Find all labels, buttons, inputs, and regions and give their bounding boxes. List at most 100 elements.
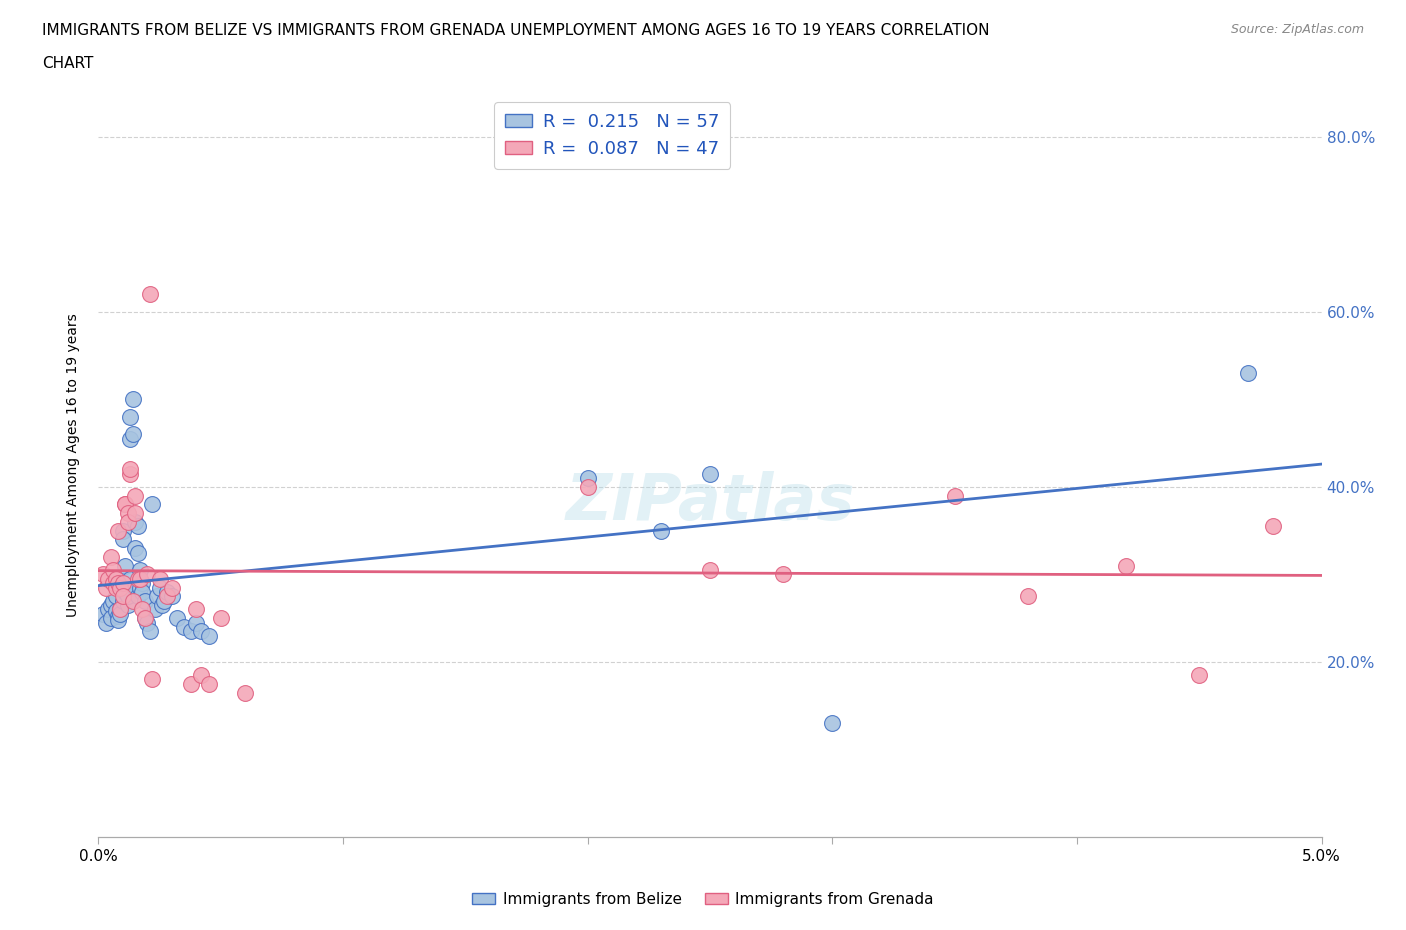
Point bbox=[139, 624, 162, 639]
Point bbox=[110, 606, 132, 621]
Point bbox=[127, 545, 149, 560]
Point bbox=[141, 672, 163, 687]
Point bbox=[190, 668, 212, 683]
Point bbox=[699, 563, 721, 578]
Point bbox=[131, 584, 153, 599]
Point bbox=[107, 524, 129, 538]
Point bbox=[104, 589, 127, 604]
Point bbox=[139, 286, 162, 301]
Point bbox=[124, 580, 146, 595]
Point bbox=[134, 611, 156, 626]
Point bbox=[127, 519, 149, 534]
Point bbox=[117, 506, 139, 521]
Point bbox=[699, 466, 721, 481]
Text: Source: ZipAtlas.com: Source: ZipAtlas.com bbox=[1230, 23, 1364, 36]
Point bbox=[156, 589, 179, 604]
Point bbox=[117, 589, 139, 604]
Point bbox=[94, 615, 117, 630]
Point bbox=[190, 624, 212, 639]
Point bbox=[124, 514, 146, 529]
Text: CHART: CHART bbox=[42, 56, 94, 71]
Point bbox=[117, 598, 139, 613]
Text: ZIPatlas: ZIPatlas bbox=[565, 472, 855, 533]
Point bbox=[101, 593, 124, 608]
Point bbox=[100, 598, 122, 613]
Point bbox=[91, 606, 114, 621]
Point bbox=[91, 567, 114, 582]
Point bbox=[114, 558, 136, 573]
Point bbox=[107, 576, 129, 591]
Point bbox=[131, 576, 153, 591]
Point bbox=[943, 488, 966, 503]
Point bbox=[650, 524, 672, 538]
Legend: Immigrants from Belize, Immigrants from Grenada: Immigrants from Belize, Immigrants from … bbox=[467, 886, 939, 913]
Point bbox=[111, 532, 134, 547]
Point bbox=[110, 602, 132, 617]
Point bbox=[136, 615, 159, 630]
Point bbox=[127, 589, 149, 604]
Point bbox=[1115, 558, 1137, 573]
Point bbox=[576, 480, 599, 495]
Point bbox=[134, 593, 156, 608]
Point bbox=[94, 580, 117, 595]
Point bbox=[180, 624, 202, 639]
Point bbox=[141, 497, 163, 512]
Point bbox=[120, 432, 142, 446]
Point bbox=[136, 567, 159, 582]
Point bbox=[107, 613, 129, 628]
Point bbox=[134, 611, 156, 626]
Point bbox=[110, 602, 132, 617]
Point bbox=[101, 563, 124, 578]
Point bbox=[166, 611, 188, 626]
Point bbox=[129, 563, 152, 578]
Point bbox=[186, 615, 208, 630]
Point bbox=[127, 571, 149, 586]
Point bbox=[111, 524, 134, 538]
Point bbox=[1261, 519, 1284, 534]
Point bbox=[150, 598, 173, 613]
Point bbox=[120, 571, 142, 586]
Point bbox=[104, 604, 127, 618]
Point bbox=[114, 584, 136, 599]
Point bbox=[124, 506, 146, 521]
Point bbox=[114, 497, 136, 512]
Point bbox=[1188, 668, 1211, 683]
Point bbox=[117, 514, 139, 529]
Point bbox=[100, 611, 122, 626]
Point bbox=[114, 497, 136, 512]
Point bbox=[233, 685, 256, 700]
Point bbox=[111, 576, 134, 591]
Point bbox=[97, 571, 120, 586]
Point bbox=[107, 609, 129, 624]
Point bbox=[156, 584, 179, 599]
Point bbox=[110, 580, 132, 595]
Point bbox=[821, 716, 844, 731]
Point bbox=[1017, 589, 1039, 604]
Point bbox=[180, 676, 202, 691]
Point bbox=[120, 462, 142, 477]
Point bbox=[101, 576, 124, 591]
Point bbox=[149, 571, 172, 586]
Point bbox=[120, 466, 142, 481]
Point bbox=[576, 471, 599, 485]
Point bbox=[97, 602, 120, 617]
Point bbox=[146, 589, 169, 604]
Point bbox=[1237, 365, 1260, 380]
Point bbox=[197, 676, 219, 691]
Point bbox=[160, 589, 183, 604]
Point bbox=[209, 611, 232, 626]
Point bbox=[100, 550, 122, 565]
Point bbox=[120, 409, 142, 424]
Point bbox=[197, 629, 219, 644]
Point bbox=[129, 580, 152, 595]
Point bbox=[186, 602, 208, 617]
Point bbox=[772, 567, 794, 582]
Point bbox=[104, 571, 127, 586]
Point bbox=[160, 580, 183, 595]
Point bbox=[121, 427, 143, 442]
Point bbox=[143, 602, 166, 617]
Point bbox=[124, 488, 146, 503]
Point bbox=[131, 602, 153, 617]
Point bbox=[111, 593, 134, 608]
Point bbox=[153, 593, 176, 608]
